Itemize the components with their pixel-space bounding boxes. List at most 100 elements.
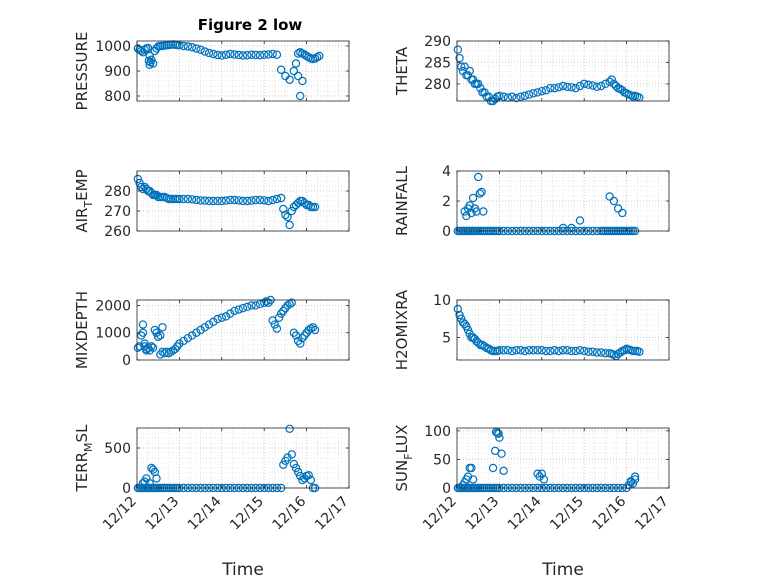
data-point [465, 66, 474, 76]
data-point [468, 475, 478, 484]
data-point [618, 208, 627, 218]
y-axis-label: RAINFALL [393, 165, 411, 236]
data-point [260, 196, 269, 205]
data-point [296, 471, 305, 481]
data-point [156, 331, 165, 340]
axes-frame [456, 427, 670, 489]
data-point [175, 194, 184, 204]
data-point [291, 463, 301, 473]
y-axis-label: AIRTEMP [73, 169, 95, 232]
data-point [289, 66, 299, 76]
y-tick-label: 50 [433, 452, 451, 468]
data-point [270, 320, 279, 329]
data-point [152, 474, 161, 483]
data-point [533, 346, 542, 355]
data-point [468, 193, 478, 203]
data-point [453, 304, 463, 314]
data-point [238, 51, 248, 60]
data-point [153, 332, 163, 342]
data-point [287, 298, 296, 307]
data-point [306, 324, 316, 333]
data-point [601, 349, 610, 358]
data-point [187, 331, 197, 340]
data-point [217, 51, 226, 60]
data-point [200, 47, 210, 56]
y-axis-label: MIXDEPTH [73, 291, 91, 369]
data-point [298, 333, 307, 343]
data-point [255, 195, 265, 205]
data-point [289, 328, 299, 337]
y-tick-label: 2000 [95, 298, 131, 314]
y-axis-label: THETA [393, 46, 411, 96]
y-axis-label: PRESSURE [73, 32, 91, 111]
data-point [300, 331, 309, 340]
data-point [296, 48, 305, 57]
data-point [293, 336, 303, 346]
data-point [217, 196, 226, 206]
data-point [279, 460, 288, 469]
data-point [455, 53, 464, 63]
data-point [499, 466, 508, 476]
data-point [304, 53, 313, 62]
data-point [499, 346, 508, 355]
data-point [620, 346, 629, 355]
data-point [230, 195, 239, 205]
data-point [200, 196, 210, 205]
data-point [200, 323, 210, 332]
data-point [276, 65, 286, 74]
data-point [541, 346, 551, 356]
data-point [226, 195, 235, 205]
axes-frame [456, 299, 670, 361]
y-tick-label: 0 [122, 481, 131, 497]
data-point [187, 195, 197, 204]
data-point [607, 75, 616, 84]
data-point [293, 49, 303, 58]
data-point [558, 346, 568, 355]
figure-title: Figure 2 low [198, 16, 303, 34]
data-point [537, 469, 547, 478]
data-point [463, 325, 473, 335]
data-point [138, 320, 148, 329]
data-point [537, 346, 547, 355]
data-point [264, 298, 273, 307]
data-point [609, 79, 619, 89]
data-point [251, 50, 260, 60]
data-point [251, 195, 260, 205]
data-point [550, 83, 559, 93]
data-point [255, 51, 265, 60]
data-point [145, 479, 154, 488]
data-point [480, 88, 489, 97]
data-point [539, 475, 549, 484]
data-point [476, 83, 485, 93]
data-point [558, 223, 568, 233]
data-point [550, 346, 559, 355]
data-point [575, 81, 585, 91]
data-point [453, 45, 463, 54]
data-point [529, 89, 538, 98]
grid [136, 299, 350, 361]
data-point [529, 346, 538, 355]
data-point [626, 91, 636, 100]
data-point [179, 41, 188, 51]
data-point [287, 450, 296, 459]
data-point [213, 50, 222, 60]
data-point [575, 216, 585, 225]
y-tick-label: 0 [122, 353, 131, 369]
data-point [495, 433, 504, 442]
data-point [516, 346, 525, 355]
y-axis-label: H2OMIXRA [393, 289, 411, 370]
series-h2omixra [453, 304, 644, 361]
series-pressure [133, 40, 324, 101]
data-point [592, 348, 602, 357]
data-point [554, 346, 563, 356]
data-point [310, 54, 320, 63]
data-point [520, 91, 530, 101]
data-point [268, 49, 277, 59]
axes-air_temp: 260 270 280 AIRTEMP [73, 169, 350, 240]
axes-h2omixra: 5 10 H2OMIXRA [393, 289, 670, 370]
data-point [575, 346, 585, 355]
axes-rainfall: 0 2 4 RAINFALL [393, 164, 670, 240]
data-point [133, 174, 143, 184]
